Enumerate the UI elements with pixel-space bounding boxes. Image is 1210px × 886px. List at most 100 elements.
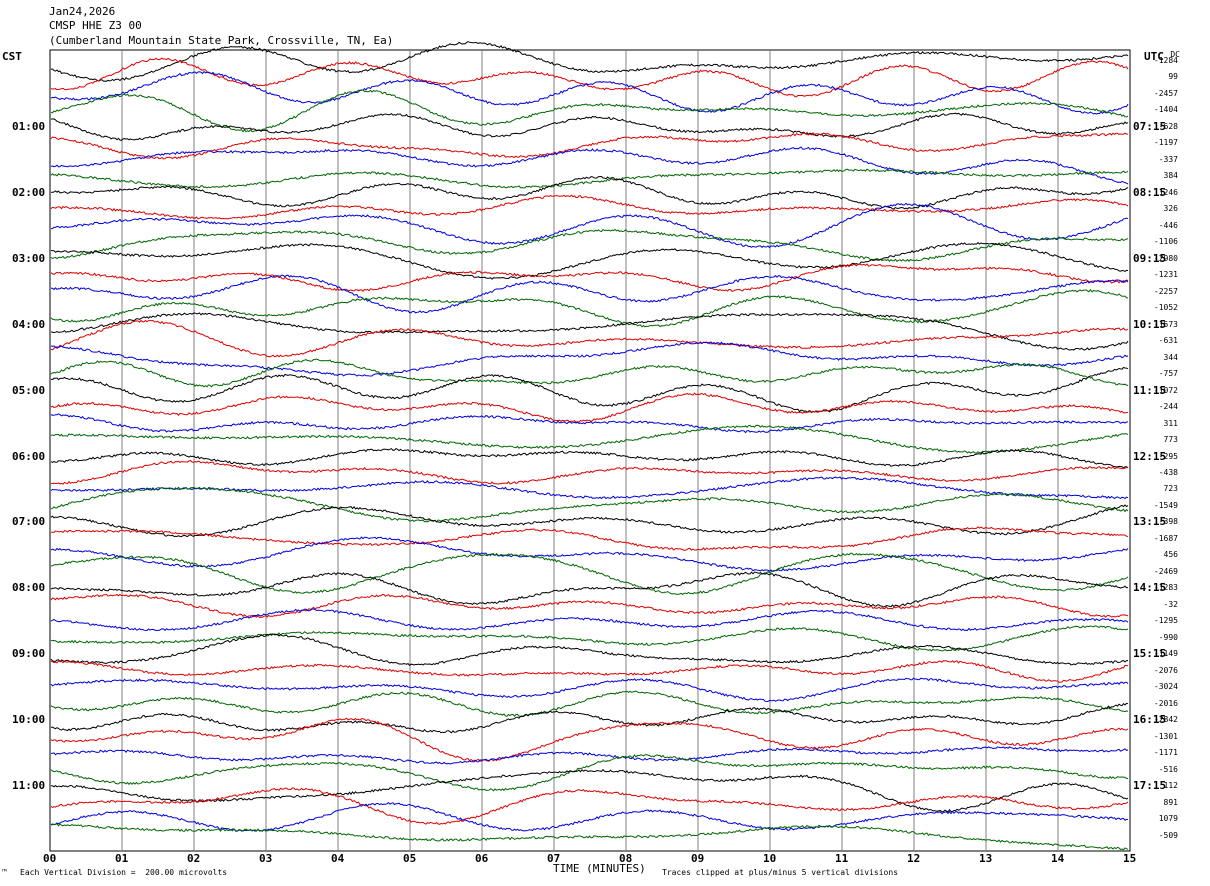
dc-offset-label: -2842 [1153,715,1178,725]
x-tick-label: 09 [691,852,705,865]
seismic-trace [51,241,1129,280]
dc-offset-label: -446 [1158,220,1178,230]
seismic-trace [50,70,1129,115]
date-label: Jan24,2026 [49,5,116,18]
x-tick-label: 15 [1123,852,1137,865]
dc-offset-label: -398 [1158,517,1178,527]
dc-offset-label: -295 [1158,451,1178,461]
seismic-trace [50,228,1129,263]
seismic-trace [50,801,1128,832]
dc-offset-label: -757 [1158,369,1178,379]
x-tick-label: 06 [475,852,489,865]
dc-offset-label: -1301 [1153,731,1178,741]
seismic-trace [51,274,1129,314]
dc-offset-label: -631 [1158,336,1178,346]
dc-offset-label: -1197 [1153,138,1178,148]
seismic-trace [50,57,1129,98]
seismic-trace [50,89,1129,133]
seismic-trace [50,194,1129,220]
x-tick-label: 01 [115,852,129,865]
dc-offset-label: 1246 [1158,187,1178,197]
dc-offset-label: -337 [1158,154,1178,164]
seismic-trace [50,677,1129,703]
scale-note: Each Vertical Division = 200.00 microvol… [20,868,228,877]
dc-offset-label: 773 [1163,435,1178,445]
seismic-trace [50,754,1129,792]
left-time-label: 03:00 [12,251,46,265]
x-tick-label: 13 [979,852,993,865]
seismic-trace [50,112,1129,141]
left-time-label: 02:00 [12,185,46,199]
right-time-label: 12:15 [1133,449,1167,463]
x-axis-title: TIME (MINUTES) [553,862,646,875]
dc-offset-label: -1284 [1153,56,1178,65]
dc-offset-label: 723 [1163,484,1178,494]
dc-offset-label: 112 [1163,781,1178,791]
dc-offset-label: 891 [1163,797,1178,807]
x-tick-label: 14 [1051,852,1065,865]
seismic-trace [50,526,1129,551]
dc-offset-label: -1231 [1153,270,1178,280]
dc-offset-label: -2980 [1153,253,1178,263]
seismic-trace [50,633,1128,667]
x-tick-label: 02 [187,852,201,865]
dc-offset-label: -509 [1158,830,1178,840]
seismic-trace [50,175,1129,210]
right-time-label: 15:15 [1133,647,1167,661]
station-label: CMSP HHE Z3 00 [49,19,142,32]
x-tick-label: 11 [835,852,849,865]
left-time-label: 09:00 [12,647,46,661]
seismic-trace [50,702,1129,734]
dc-offset-label: -3024 [1153,682,1178,692]
right-timezone-label: UTC [1144,50,1164,63]
right-time-label: 17:15 [1133,779,1167,793]
left-time-label: 01:00 [12,119,46,133]
left-time-label: 04:00 [12,317,46,331]
seismic-trace [50,768,1129,813]
right-time-label: 16:15 [1133,713,1167,727]
seismic-trace [50,312,1129,351]
seismic-trace [50,823,1129,851]
footer-mark: ™ [2,868,7,877]
seismic-trace [50,486,1129,523]
seismic-trace [50,746,1129,765]
dc-offset-label: -1106 [1153,237,1178,247]
dc-header-label: DC [1170,50,1180,59]
x-tick-label: 10 [763,852,777,865]
dc-offset-label: -1549 [1153,500,1178,510]
x-tick-label: 05 [403,852,417,865]
right-time-label: 10:15 [1133,317,1167,331]
dc-offset-label: -1404 [1153,105,1178,115]
right-time-label: 08:15 [1133,185,1167,199]
seismic-trace [50,459,1129,485]
dc-offset-label: 1079 [1158,814,1178,824]
seismic-trace [50,263,1129,293]
left-time-label: 10:00 [12,713,46,727]
location-label: (Cumberland Mountain State Park, Crossvi… [49,34,394,47]
seismic-trace [50,366,1129,414]
plot-frame [49,49,1131,852]
seismic-trace [50,504,1129,538]
left-time-label: 07:00 [12,515,46,529]
seismic-trace [50,625,1129,652]
seismic-trace [50,608,1129,632]
dc-offset-label: -244 [1158,402,1178,412]
dc-offset-label: -1072 [1153,385,1178,395]
dc-offset-label: -1149 [1153,649,1178,659]
seismic-trace [50,717,1129,762]
right-time-label: 14:15 [1133,581,1167,595]
dc-offset-label: 384 [1163,171,1178,181]
right-time-label: 07:15 [1133,119,1167,133]
seismic-trace [50,660,1129,683]
dc-offset-label: 311 [1163,418,1178,428]
seismic-trace [50,690,1129,717]
dc-offset-label: -990 [1158,632,1178,642]
seismic-trace [50,593,1129,619]
dc-offset-label: -1573 [1153,319,1178,329]
seismic-trace [50,787,1129,825]
dc-offset-label: -2016 [1153,698,1178,708]
x-tick-label: 08 [619,852,633,865]
seismic-trace [50,202,1129,249]
seismic-trace [50,146,1129,185]
dc-offset-label: 326 [1163,204,1178,214]
